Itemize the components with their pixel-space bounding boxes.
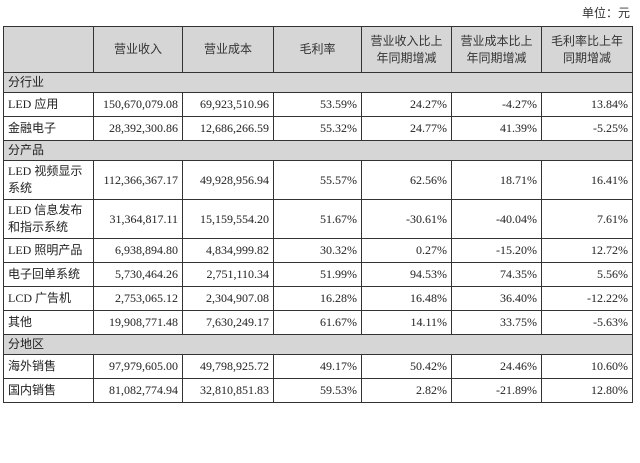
table-row: 国内销售 81,082,774.94 32,810,851.83 59.53% 2.82… bbox=[3, 378, 633, 403]
cost-yoy-cell: -4.27% bbox=[451, 92, 542, 117]
revenue-cell: 28,392,300.86 bbox=[93, 116, 183, 141]
header-row: 营业收入 营业成本 毛利率 营业收入比上年同期增减 营业成本比上年同期增减 毛利… bbox=[3, 26, 633, 73]
row-label: 电子回单系统 bbox=[3, 262, 94, 287]
margin-yoy-cell: 13.84% bbox=[541, 92, 633, 117]
row-label: 金融电子 bbox=[3, 116, 94, 141]
margin-cell: 51.67% bbox=[273, 199, 362, 239]
section-title: 分地区 bbox=[3, 334, 633, 355]
margin-yoy-cell: -5.25% bbox=[541, 116, 633, 141]
revenue-cell: 112,366,367.17 bbox=[93, 160, 183, 200]
margin-yoy-cell: 12.72% bbox=[541, 238, 633, 263]
revenue-yoy-cell: 24.77% bbox=[361, 116, 452, 141]
cost-cell: 69,923,510.96 bbox=[182, 92, 274, 117]
revenue-yoy-cell: 94.53% bbox=[361, 262, 452, 287]
revenue-cell: 97,979,605.00 bbox=[93, 354, 183, 379]
unit-label: 单位：元 bbox=[581, 6, 630, 20]
header-margin: 毛利率 bbox=[273, 26, 362, 73]
header-revenue-yoy: 营业收入比上年同期增减 bbox=[361, 26, 452, 73]
table-row: 其他 19,908,771.48 7,630,249.17 61.67% 14.11% 3… bbox=[3, 310, 633, 335]
cost-cell: 12,686,266.59 bbox=[182, 116, 274, 141]
table-row: LED 应用 150,670,079.08 69,923,510.96 53.59% 2… bbox=[3, 92, 633, 117]
header-cost-yoy: 营业成本比上年同期增减 bbox=[451, 26, 542, 73]
revenue-yoy-cell: 0.27% bbox=[361, 238, 452, 263]
revenue-yoy-cell: -30.61% bbox=[361, 199, 452, 239]
margin-cell: 53.59% bbox=[273, 92, 362, 117]
margin-yoy-cell: 10.60% bbox=[541, 354, 633, 379]
header-margin-yoy: 毛利率比上年同期增减 bbox=[541, 26, 633, 73]
header-revenue: 营业收入 bbox=[93, 26, 183, 73]
margin-cell: 61.67% bbox=[273, 310, 362, 335]
section-title: 分行业 bbox=[3, 72, 633, 93]
cost-yoy-cell: 18.71% bbox=[451, 160, 542, 200]
cost-yoy-cell: 33.75% bbox=[451, 310, 542, 335]
cost-cell: 2,304,907.08 bbox=[182, 286, 274, 311]
section-title: 分产品 bbox=[3, 140, 633, 161]
cost-cell: 32,810,851.83 bbox=[182, 378, 274, 403]
revenue-yoy-cell: 16.48% bbox=[361, 286, 452, 311]
revenue-yoy-cell: 14.11% bbox=[361, 310, 452, 335]
revenue-cell: 150,670,079.08 bbox=[93, 92, 183, 117]
margin-cell: 55.32% bbox=[273, 116, 362, 141]
cost-cell: 4,834,999.82 bbox=[182, 238, 274, 263]
revenue-cell: 31,364,817.11 bbox=[93, 199, 183, 239]
revenue-cell: 81,082,774.94 bbox=[93, 378, 183, 403]
cost-yoy-cell: 41.39% bbox=[451, 116, 542, 141]
revenue-yoy-cell: 2.82% bbox=[361, 378, 452, 403]
cost-yoy-cell: -15.20% bbox=[451, 238, 542, 263]
table-row: 电子回单系统 5,730,464.26 2,751,110.34 51.99% 94.5… bbox=[3, 262, 633, 287]
cost-yoy-cell: -21.89% bbox=[451, 378, 542, 403]
cost-yoy-cell: 24.46% bbox=[451, 354, 542, 379]
margin-yoy-cell: 5.56% bbox=[541, 262, 633, 287]
margin-yoy-cell: 7.61% bbox=[541, 199, 633, 239]
cost-cell: 49,798,925.72 bbox=[182, 354, 274, 379]
row-label: 海外销售 bbox=[3, 354, 94, 379]
margin-yoy-cell: 16.41% bbox=[541, 160, 633, 200]
cost-yoy-cell: -40.04% bbox=[451, 199, 542, 239]
section-row: 分地区 bbox=[3, 334, 633, 355]
cost-yoy-cell: 74.35% bbox=[451, 262, 542, 287]
row-label: LED 照明产品 bbox=[3, 238, 94, 263]
revenue-yoy-cell: 24.27% bbox=[361, 92, 452, 117]
row-label: LCD 广告机 bbox=[3, 286, 94, 311]
section-row: 分行业 bbox=[3, 72, 633, 93]
margin-cell: 59.53% bbox=[273, 378, 362, 403]
section-row: 分产品 bbox=[3, 140, 633, 161]
margin-yoy-cell: -12.22% bbox=[541, 286, 633, 311]
margin-cell: 30.32% bbox=[273, 238, 362, 263]
revenue-cell: 19,908,771.48 bbox=[93, 310, 183, 335]
row-label: LED 视频显示系统 bbox=[3, 160, 94, 200]
table-row: LED 信息发布和指示系统 31,364,817.11 15,159,554.20 5… bbox=[3, 199, 633, 239]
row-label: 其他 bbox=[3, 310, 94, 335]
cost-cell: 7,630,249.17 bbox=[182, 310, 274, 335]
revenue-cell: 5,730,464.26 bbox=[93, 262, 183, 287]
table-row: 海外销售 97,979,605.00 49,798,925.72 49.17% 50.4… bbox=[3, 354, 633, 379]
revenue-cell: 6,938,894.80 bbox=[93, 238, 183, 263]
cost-cell: 2,751,110.34 bbox=[182, 262, 274, 287]
margin-cell: 49.17% bbox=[273, 354, 362, 379]
table-row: LED 视频显示系统 112,366,367.17 49,928,956.94 55.… bbox=[3, 160, 633, 200]
margin-cell: 51.99% bbox=[273, 262, 362, 287]
financial-table: 营业收入 营业成本 毛利率 营业收入比上年同期增减 营业成本比上年同期增减 毛利… bbox=[3, 26, 633, 403]
header-cost: 营业成本 bbox=[182, 26, 274, 73]
cost-cell: 15,159,554.20 bbox=[182, 199, 274, 239]
margin-yoy-cell: 12.80% bbox=[541, 378, 633, 403]
margin-cell: 55.57% bbox=[273, 160, 362, 200]
margin-cell: 16.28% bbox=[273, 286, 362, 311]
row-label: LED 信息发布和指示系统 bbox=[3, 199, 94, 239]
revenue-yoy-cell: 50.42% bbox=[361, 354, 452, 379]
table-row: LED 照明产品 6,938,894.80 4,834,999.82 30.32% 0.… bbox=[3, 238, 633, 263]
cost-cell: 49,928,956.94 bbox=[182, 160, 274, 200]
revenue-cell: 2,753,065.12 bbox=[93, 286, 183, 311]
table-row: 金融电子 28,392,300.86 12,686,266.59 55.32% 24.7… bbox=[3, 116, 633, 141]
row-label: 国内销售 bbox=[3, 378, 94, 403]
revenue-yoy-cell: 62.56% bbox=[361, 160, 452, 200]
row-label: LED 应用 bbox=[3, 92, 94, 117]
table-row: LCD 广告机 2,753,065.12 2,304,907.08 16.28% 16.… bbox=[3, 286, 633, 311]
cost-yoy-cell: 36.40% bbox=[451, 286, 542, 311]
margin-yoy-cell: -5.63% bbox=[541, 310, 633, 335]
header-blank bbox=[3, 26, 94, 73]
